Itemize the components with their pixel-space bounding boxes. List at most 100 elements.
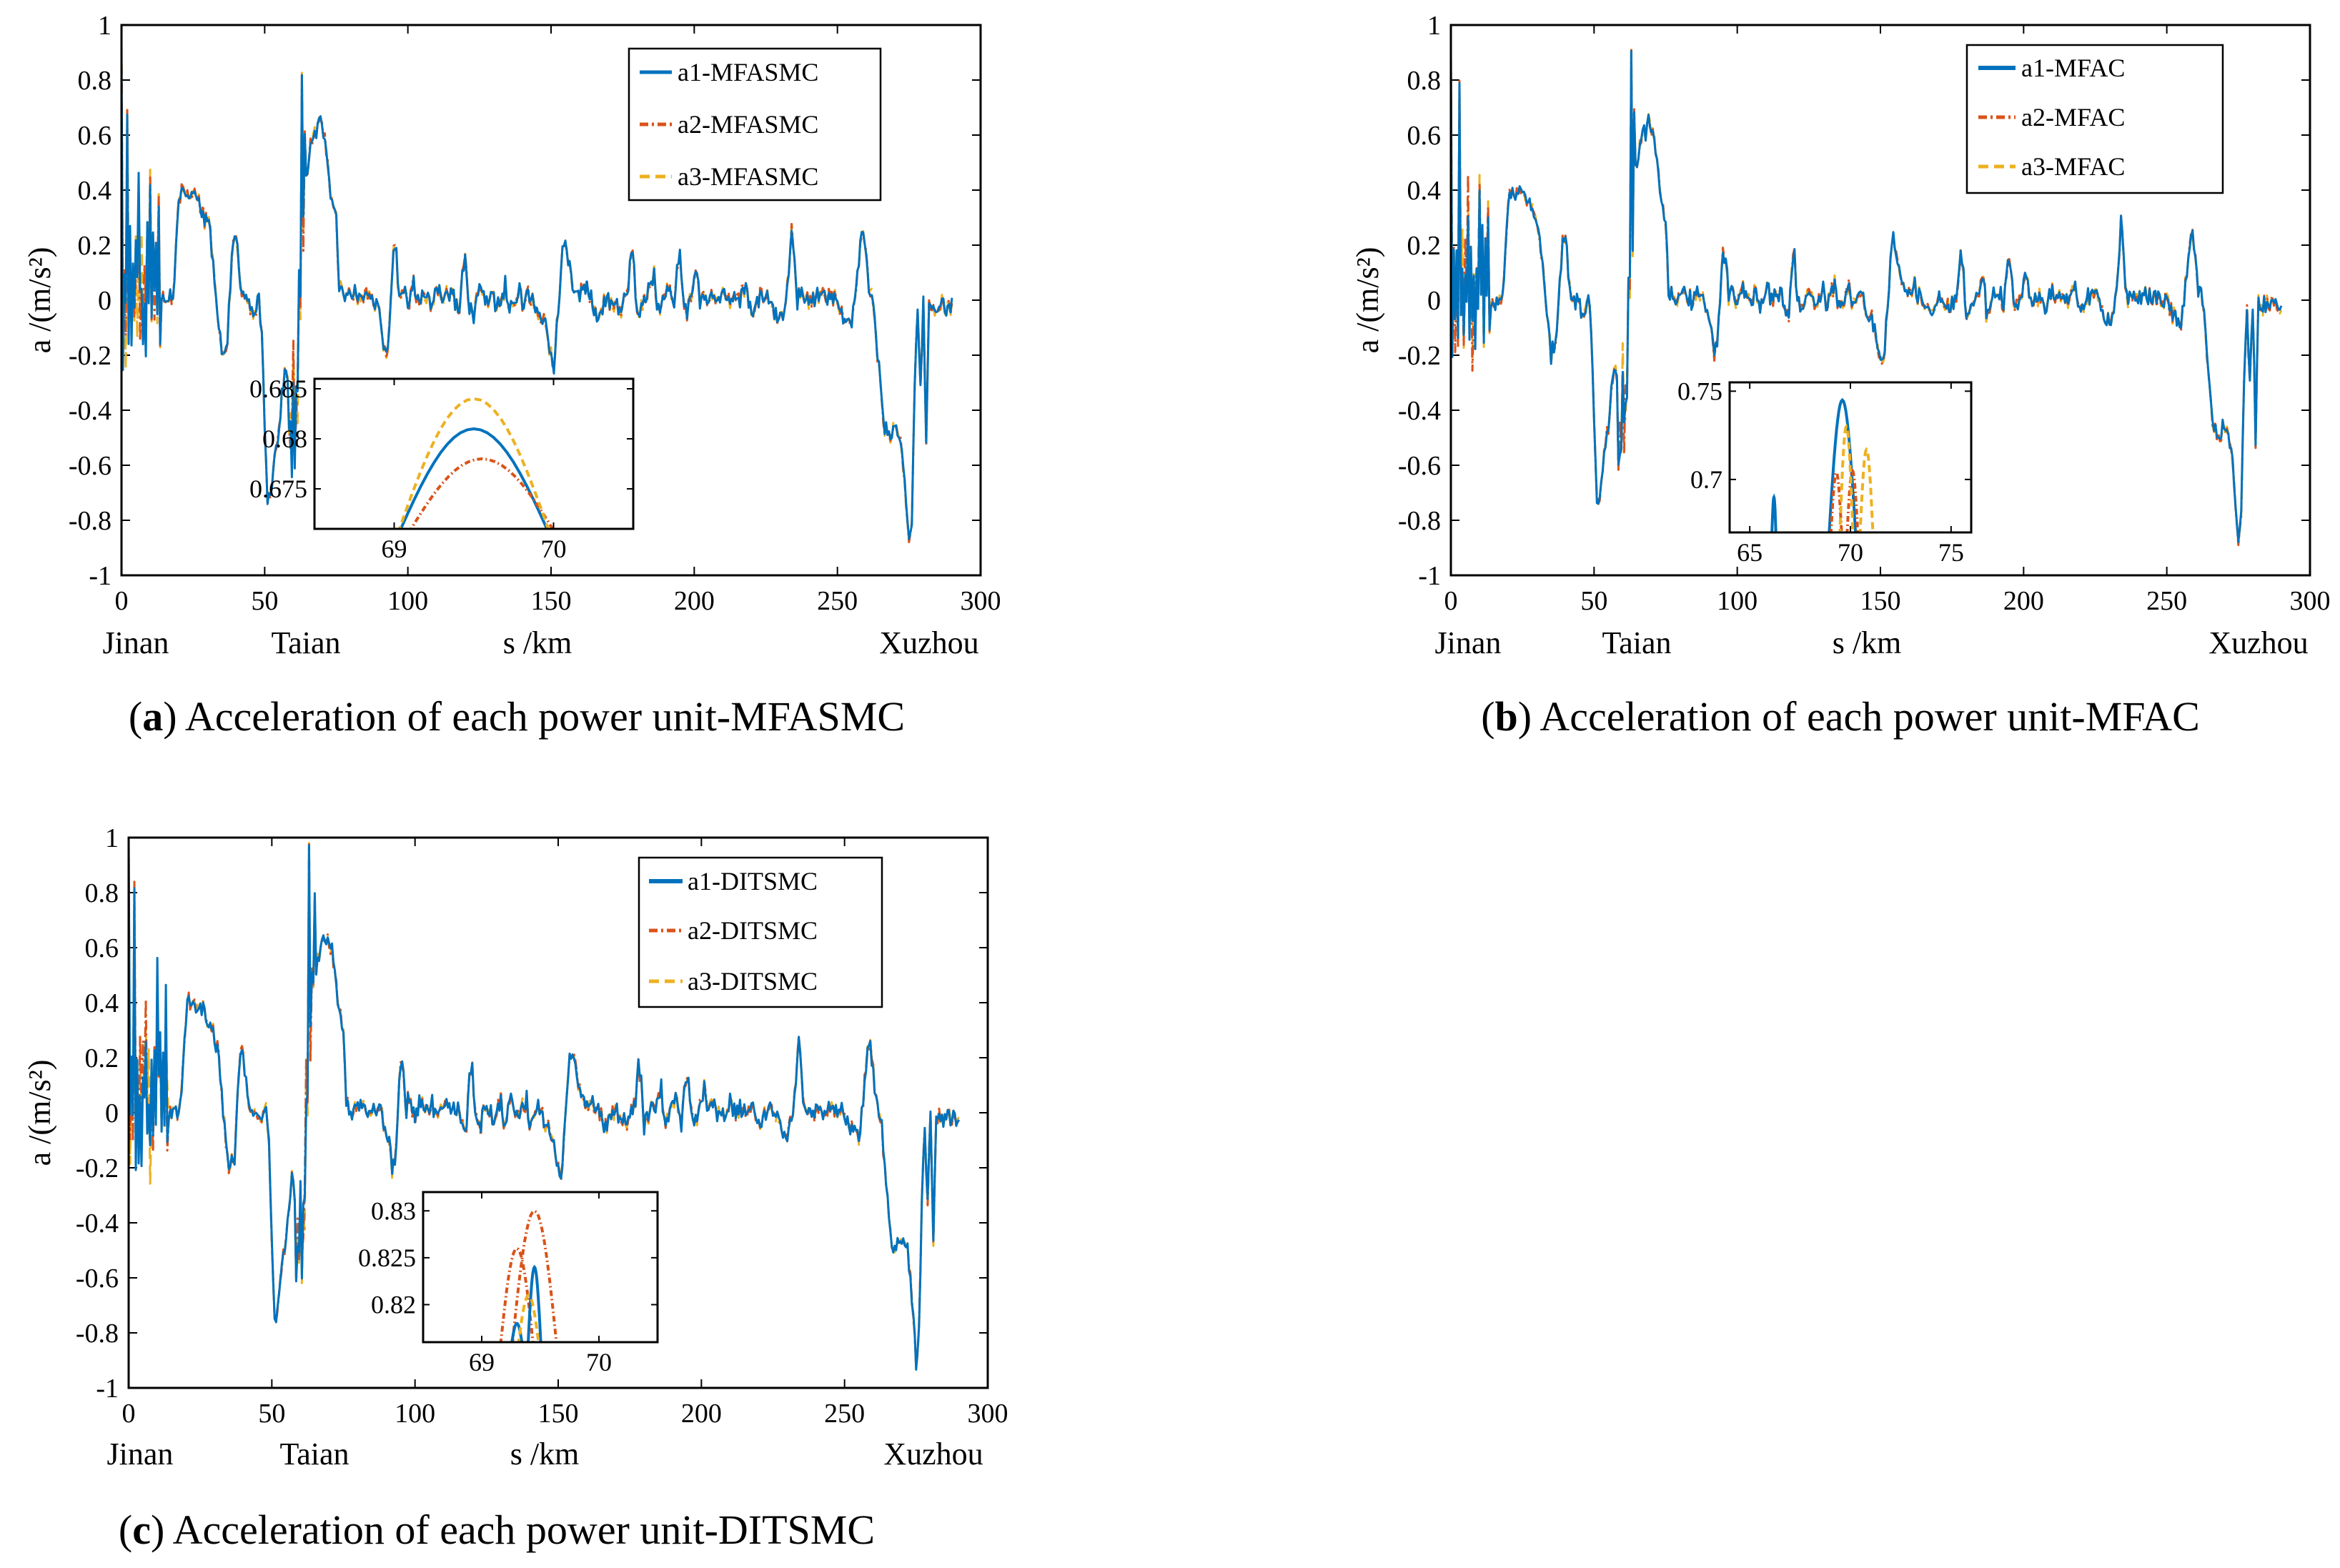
y-tick-label: -0.4 bbox=[69, 396, 111, 426]
y-tick-label: 0 bbox=[98, 286, 111, 316]
panel-c-caption: (c) Acceleration of each power unit-DITS… bbox=[119, 1507, 875, 1553]
panel-a-ticks: 0 50 100 150 200 250 300 -1 -0.8 -0.6 -0.4 -0.2 0 0.2… bbox=[69, 11, 1001, 616]
inset-x-tick-label: 75 bbox=[1938, 538, 1964, 567]
inset-y-tick-label: 0.75 bbox=[1677, 377, 1722, 405]
y-tick-label: -1 bbox=[1418, 561, 1441, 591]
panel-a-x-axis-label: s /km bbox=[503, 625, 572, 660]
x-tick-label: 250 bbox=[824, 1399, 865, 1429]
x-tick-label: 250 bbox=[2146, 586, 2187, 616]
series-line-a1 bbox=[1451, 50, 2283, 543]
x-tick-label: 300 bbox=[968, 1399, 1008, 1429]
panel-a-station-jinan: Jinan bbox=[103, 625, 169, 660]
x-tick-label: 50 bbox=[1580, 586, 1607, 616]
x-tick-label: 0 bbox=[1444, 586, 1458, 616]
inset-x-tick-label: 70 bbox=[586, 1348, 612, 1376]
inset-peak-a1 bbox=[399, 427, 549, 529]
panel-c-y-axis-label: a /(m/s²) bbox=[22, 1060, 57, 1166]
y-tick-label: 1 bbox=[98, 11, 111, 41]
inset-y-tick-label: 0.68 bbox=[262, 425, 307, 453]
panel-b-station-xuzhou: Xuzhou bbox=[2208, 625, 2308, 660]
inset-peak-a3 bbox=[1858, 447, 1875, 532]
panel-a-axes-box bbox=[120, 24, 982, 577]
series-line-a1 bbox=[129, 843, 961, 1371]
legend-label-a3: a3-MFASMC bbox=[678, 162, 818, 191]
panel-b-station-taian: Taian bbox=[1602, 625, 1671, 660]
panel-c-legend: a1-DITSMC a2-DITSMC a3-DITSMC bbox=[638, 856, 883, 1008]
inset-background bbox=[314, 379, 633, 529]
legend-label-a2: a2-MFASMC bbox=[678, 110, 818, 139]
y-tick-label: 0.6 bbox=[78, 121, 112, 151]
y-tick-label: -0.8 bbox=[1398, 506, 1441, 536]
panel-a-station-taian: Taian bbox=[271, 625, 340, 660]
y-tick-label: -0.2 bbox=[69, 341, 111, 371]
y-tick-label: 0 bbox=[105, 1098, 119, 1128]
x-tick-label: 200 bbox=[674, 586, 715, 616]
inset-box bbox=[422, 1191, 659, 1344]
panel-a: a /(m/s²) 0 50 100 150 200 250 300 -1 -0.8 -0.6 -0… bbox=[22, 11, 1001, 740]
y-tick-label: 0.4 bbox=[85, 988, 119, 1018]
panel-c-caption-label: c bbox=[132, 1507, 151, 1553]
panel-c-series bbox=[129, 839, 961, 1371]
panel-b-station-jinan: Jinan bbox=[1435, 625, 1502, 660]
y-tick-label: -0.4 bbox=[1398, 396, 1441, 426]
inset-peak-a3 bbox=[397, 397, 550, 529]
inset-x-tick-label: 70 bbox=[1838, 538, 1863, 567]
inset-y-tick-label: 0.825 bbox=[358, 1244, 416, 1272]
inset-x-tick-label: 69 bbox=[382, 535, 407, 563]
y-tick-label: -1 bbox=[89, 561, 111, 591]
inset-peak-a1 bbox=[1770, 493, 1778, 532]
panel-c: a /(m/s²) 0 50 100 150 200 250 300 -1 -0.8 -0.6 -0… bbox=[22, 823, 1008, 1553]
inset-peak-a3 bbox=[517, 1294, 540, 1342]
inset-peak-a1 bbox=[527, 1264, 542, 1342]
y-tick-label: 0.8 bbox=[78, 66, 112, 96]
x-tick-label: 100 bbox=[387, 586, 428, 616]
legend-label-b3: a3-MFAC bbox=[2021, 152, 2125, 181]
y-tick-label: 1 bbox=[105, 823, 119, 853]
y-tick-label: 0.2 bbox=[85, 1043, 119, 1073]
panel-c-caption-text: Acceleration of each power unit-DITSMC bbox=[173, 1507, 875, 1553]
x-tick-label: 0 bbox=[122, 1399, 136, 1429]
inset-peak-a2 bbox=[499, 1246, 535, 1342]
x-tick-label: 300 bbox=[2290, 586, 2331, 616]
panel-a-y-axis-label: a /(m/s²) bbox=[22, 247, 57, 354]
y-tick-label: -0.6 bbox=[69, 451, 111, 481]
y-tick-label: -0.8 bbox=[76, 1319, 119, 1349]
panel-b-legend: a1-MFAC a2-MFAC a3-MFAC bbox=[1965, 44, 2224, 194]
y-tick-label: 0.8 bbox=[85, 878, 119, 908]
y-tick-label: 0.6 bbox=[1407, 121, 1442, 151]
panel-c-station-taian: Taian bbox=[279, 1436, 349, 1472]
legend-label-b1: a1-MFAC bbox=[2021, 54, 2125, 82]
panel-a-series bbox=[122, 45, 953, 544]
y-tick-label: 1 bbox=[1427, 11, 1441, 41]
panel-c-x-axis-label: s /km bbox=[510, 1436, 580, 1472]
panel-b-caption: (b) Acceleration of each power unit-MFAC bbox=[1481, 693, 2200, 740]
panel-c-inset: 69 70 0.82 0.825 0.83 bbox=[358, 1191, 659, 1376]
inset-peak-a2 bbox=[1845, 468, 1860, 532]
inset-box bbox=[1728, 381, 1973, 534]
y-tick-label: 0.8 bbox=[1407, 66, 1442, 96]
x-tick-label: 250 bbox=[817, 586, 858, 616]
x-tick-label: 150 bbox=[1860, 586, 1901, 616]
y-tick-label: 0.6 bbox=[85, 933, 119, 963]
x-tick-label: 300 bbox=[961, 586, 1001, 616]
panel-a-caption-label: a bbox=[142, 693, 163, 740]
inset-x-tick-label: 65 bbox=[1737, 538, 1763, 567]
inset-y-tick-label: 0.685 bbox=[249, 374, 307, 403]
panel-a-inset: 69 70 0.675 0.68 0.685 bbox=[249, 374, 635, 563]
inset-peak-a2 bbox=[409, 457, 555, 529]
y-tick-label: 0 bbox=[1427, 286, 1441, 316]
inset-peak-a2 bbox=[511, 1209, 558, 1342]
y-tick-label: 0.4 bbox=[1407, 176, 1442, 206]
x-tick-label: 150 bbox=[538, 1399, 579, 1429]
inset-y-tick-label: 0.7 bbox=[1690, 465, 1722, 494]
x-tick-label: 200 bbox=[681, 1399, 722, 1429]
panel-b: a /(m/s²) 0 50 100 150 200 250 300 -1 -0.8 -0.6 -0… bbox=[1350, 11, 2331, 740]
panel-b-inset: 65 70 75 0.7 0.75 bbox=[1677, 377, 1973, 567]
y-tick-label: -0.4 bbox=[76, 1209, 119, 1239]
x-tick-label: 100 bbox=[1717, 586, 1758, 616]
legend-label-c3: a3-DITSMC bbox=[688, 967, 818, 996]
legend-label-c1: a1-DITSMC bbox=[688, 867, 818, 895]
x-tick-label: 50 bbox=[258, 1399, 285, 1429]
panel-c-station-jinan: Jinan bbox=[107, 1436, 174, 1472]
y-tick-label: -1 bbox=[96, 1374, 119, 1404]
